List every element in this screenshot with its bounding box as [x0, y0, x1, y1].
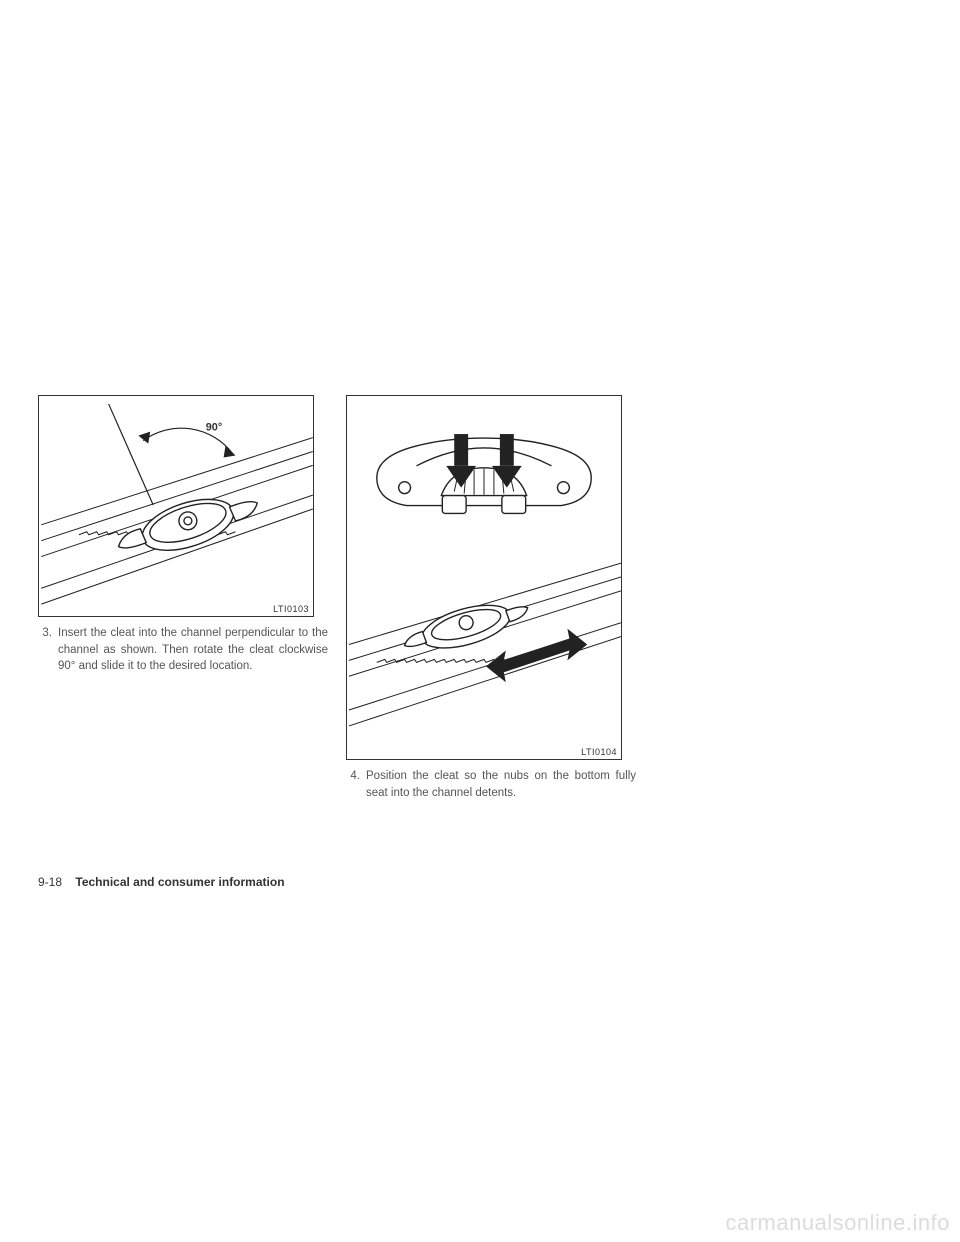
figure-2-caption: LTI0104	[581, 747, 617, 757]
figure-1: 90° LTI0103	[38, 395, 314, 617]
section-title: Technical and consumer information	[75, 875, 284, 889]
angle-label: 90°	[206, 422, 222, 434]
figure-1-caption: LTI0103	[273, 604, 309, 614]
figure-2-svg	[347, 396, 621, 759]
page-content: 90° LTI0103 3. Insert the cl	[38, 395, 638, 801]
page-number: 9-18	[38, 875, 62, 889]
page-footer: 9-18 Technical and consumer information	[38, 875, 285, 889]
right-column: LTI0104 4. Position the cleat so the nub…	[346, 395, 636, 801]
step-4: 4. Position the cleat so the nubs on the…	[346, 768, 636, 801]
step-3: 3. Insert the cleat into the channel per…	[38, 625, 328, 675]
figure-2: LTI0104	[346, 395, 622, 760]
step-3-text: Insert the cleat into the channel perpen…	[58, 625, 328, 675]
column-layout: 90° LTI0103 3. Insert the cl	[38, 395, 638, 801]
figure-1-svg: 90°	[39, 396, 313, 616]
step-4-number: 4.	[346, 768, 360, 801]
watermark: carmanualsonline.info	[725, 1210, 950, 1236]
step-4-text: Position the cleat so the nubs on the bo…	[366, 768, 636, 801]
left-column: 90° LTI0103 3. Insert the cl	[38, 395, 328, 801]
step-3-number: 3.	[38, 625, 52, 675]
